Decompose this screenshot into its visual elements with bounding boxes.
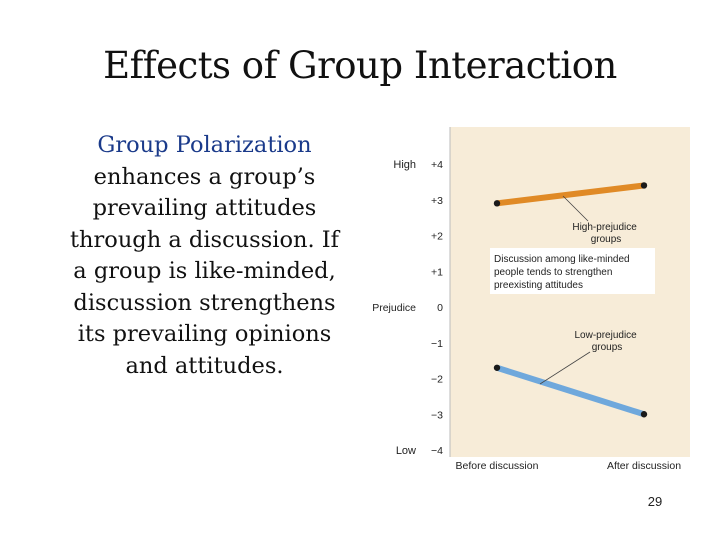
y-axis-high-label: High — [393, 159, 416, 171]
y-tick-label: +1 — [431, 266, 443, 278]
annotation-note-line2: people tends to strengthen — [494, 267, 612, 278]
high-label-pointer — [562, 195, 589, 222]
annotation-note-line3: preexisting attitudes — [494, 280, 583, 291]
y-tick-label: +4 — [431, 159, 443, 171]
y-axis-low-label: Low — [396, 445, 416, 457]
y-tick-label: 0 — [437, 302, 443, 314]
high-prejudice-series-line — [496, 182, 645, 207]
body-paragraph: Group Polarization enhances a group’s pr… — [62, 130, 347, 382]
y-tick-label: −4 — [431, 445, 443, 457]
y-tick-label: −1 — [431, 338, 443, 350]
low-prejudice-point-before — [493, 364, 501, 371]
y-tick-label: −2 — [431, 374, 443, 386]
high-prejudice-point-after — [640, 182, 648, 189]
x-tick-label-before: Before discussion — [456, 460, 539, 472]
page-number: 29 — [647, 494, 663, 509]
annotation-note: Discussion among like-minded people tend… — [494, 254, 632, 291]
slide-title: Effects of Group Interaction — [103, 44, 617, 87]
x-tick-label-after: After discussion — [607, 460, 681, 472]
low-prejudice-label: Low-prejudice groups — [574, 330, 639, 353]
low-label-pointer — [539, 351, 591, 385]
low-prejudice-series-line — [496, 364, 645, 418]
y-tick-label: +3 — [431, 195, 443, 207]
annotation-note-line1: Discussion among like-minded — [494, 254, 630, 265]
y-tick-label: +2 — [431, 231, 443, 243]
body-lead-term: Group Polarization — [97, 132, 312, 158]
low-prejudice-label-line2: groups — [592, 342, 623, 353]
high-prejudice-label: High-prejudice groups — [572, 222, 639, 245]
low-prejudice-label-line1: Low-prejudice — [574, 330, 637, 341]
annotation-box — [490, 248, 655, 294]
y-tick-label: −3 — [431, 409, 443, 421]
high-prejudice-point-before — [493, 200, 501, 207]
high-prejudice-label-line2: groups — [591, 234, 622, 245]
low-prejudice-point-after — [640, 411, 648, 418]
y-axis-label: Prejudice — [372, 302, 416, 314]
high-prejudice-label-line1: High-prejudice — [572, 222, 637, 233]
body-text: enhances a group’s prevailing attitudes … — [69, 163, 340, 379]
